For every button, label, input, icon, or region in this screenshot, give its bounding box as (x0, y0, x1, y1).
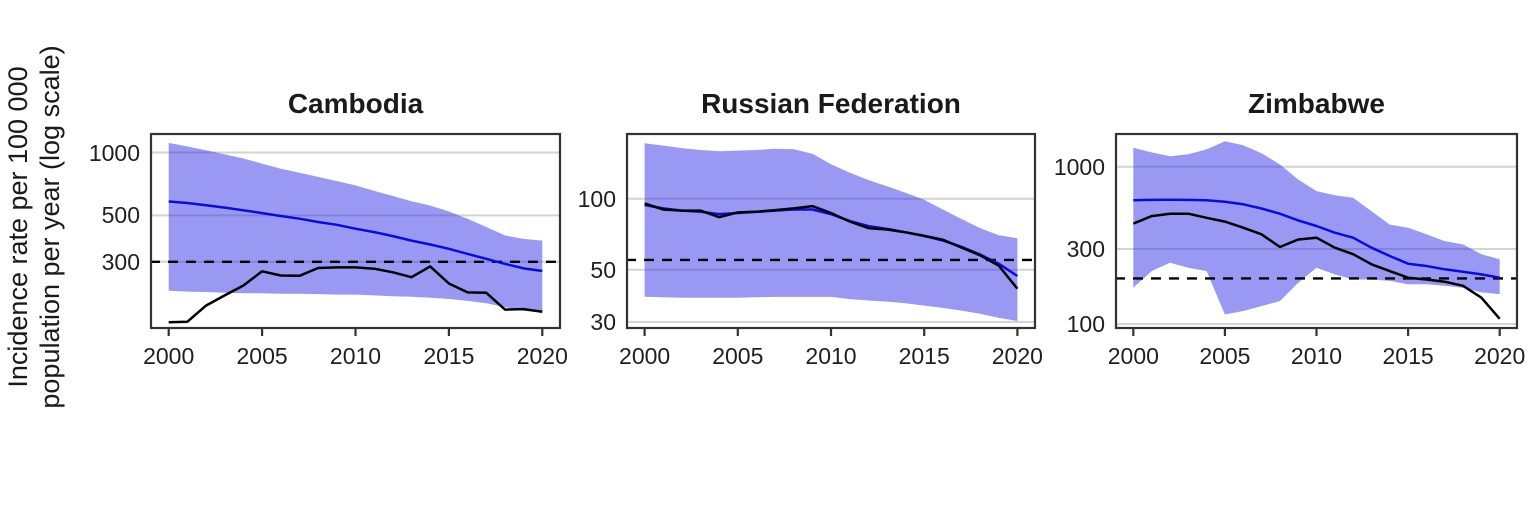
panel-title: Cambodia (287, 88, 424, 119)
uncertainty-interval-band (644, 143, 1018, 321)
panel-border (149, 132, 562, 330)
uncertainty-interval-band (1133, 141, 1500, 315)
y-tick-label: 500 (101, 202, 140, 229)
y-tick-label: 300 (101, 248, 140, 275)
x-tick-label: 2020 (991, 343, 1043, 369)
chart-russian-federation (625, 132, 1037, 336)
y-tick-label: 1000 (88, 139, 140, 166)
y-axis-label: Incidence rate per 100 000 population pe… (3, 45, 66, 409)
estimated-incidence-line (1133, 198, 1500, 279)
x-tick-label: 2000 (619, 343, 671, 369)
y-tick-label: 50 (590, 256, 616, 283)
x-tick-label: 2010 (1290, 343, 1343, 369)
x-tick-label: 2015 (423, 343, 475, 369)
panel-title: Zimbabwe (1248, 88, 1385, 119)
notifications-line (168, 265, 543, 324)
x-tick-label: 2015 (1382, 343, 1434, 369)
panel-border (1114, 132, 1519, 330)
panel-zimbabwe: Zimbabwe 1000 300 100 2000 2005 2010 2015 2020 (1054, 88, 1525, 369)
x-tick-label: 2000 (1107, 343, 1159, 369)
y-tick-label: 100 (577, 185, 616, 212)
notifications-line (644, 202, 1019, 290)
x-tick-label: 2005 (712, 343, 764, 369)
x-tick-label: 2010 (329, 343, 382, 369)
x-tick-label: 2005 (236, 343, 288, 369)
panel-title: Russian Federation (701, 88, 961, 119)
x-tick-label: 2020 (516, 343, 568, 369)
panel-russian-federation: Russian Federation 100 50 30 2000 2005 2010 20… (578, 88, 1043, 369)
y-tick-label: 30 (590, 308, 616, 335)
x-tick-label: 2020 (1474, 343, 1526, 369)
y-tick-label: 300 (1066, 236, 1105, 262)
y-tick-label: 100 (1066, 311, 1105, 338)
x-tick-label: 2015 (898, 343, 950, 369)
panel-cambodia: Cambodia 1000 500 300 2000 2005 2010 2015 2020 (89, 88, 568, 369)
x-tick-label: 2005 (1199, 343, 1251, 369)
x-tick-label: 2010 (805, 343, 857, 369)
notifications-line (1132, 212, 1501, 320)
estimated-incidence-line (168, 200, 543, 273)
x-tick-label: 2000 (143, 343, 195, 369)
panel-border (625, 132, 1037, 330)
chart-cambodia (149, 132, 562, 336)
y-tick-label: 1000 (1053, 153, 1105, 180)
chart-zimbabwe (1114, 132, 1519, 336)
